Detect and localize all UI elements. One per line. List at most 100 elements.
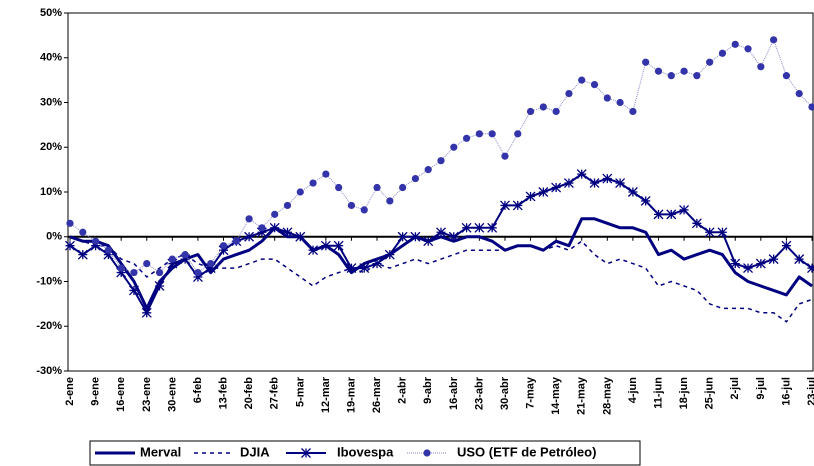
series [69,236,813,323]
point [706,58,714,66]
point [782,72,791,80]
point [271,210,279,218]
point [130,268,138,277]
point [66,219,74,227]
x-tick-label: 2-abr [397,376,409,404]
x-tick-label: 14-may [550,376,562,415]
star-marker [755,258,766,269]
x-tick-label: 30-ene [166,377,178,412]
point [322,170,330,178]
y-tick-label: -30% [36,365,62,377]
legend-label: USO (ETF de Petróleo) [457,444,596,459]
point [258,224,266,232]
y-tick-label: 30% [40,96,62,108]
star-marker [743,263,753,274]
star-marker [538,187,549,197]
point [578,76,586,84]
legend-marker [423,449,431,457]
point [616,98,624,107]
x-tick-label: 27-feb [269,377,281,410]
series-line [69,236,813,323]
star-marker [576,169,587,180]
series-line [69,173,813,314]
star-marker [141,307,152,318]
point [91,237,100,245]
star-marker [269,222,280,233]
star-marker [205,263,216,274]
point [347,201,356,210]
point [232,237,240,245]
series-line [69,217,813,310]
x-tick-label: 28-may [601,376,613,415]
point [296,188,304,196]
x-tick-label: 16-abr [448,376,460,410]
point [757,63,765,71]
star-marker [781,240,792,251]
star-marker [116,267,127,278]
point [539,103,547,111]
star-marker [167,258,178,269]
star-marker [512,200,523,211]
star-marker [180,254,191,265]
legend-label: Merval [140,444,181,459]
star-marker [154,281,165,291]
point [207,260,215,268]
star-marker [794,254,805,265]
star-marker [500,200,510,211]
star-marker [359,263,370,274]
x-tick-label: 6-feb [192,377,204,404]
x-tick-label: 9-ene [90,377,102,406]
series [65,169,814,318]
point [603,94,611,102]
legend-label: Ibovespa [337,444,394,459]
star-marker [410,231,421,242]
point [424,166,432,174]
star-marker [218,245,229,256]
x-tick-label: 2-jul [729,377,741,400]
point [462,134,471,142]
point [680,67,688,75]
star-marker [320,240,331,251]
point [309,179,317,187]
star-marker [384,249,395,260]
point [283,201,292,210]
point [526,107,535,116]
point [552,107,560,116]
point [117,264,125,272]
star-marker [295,231,306,242]
point [808,103,814,111]
x-tick-label: 26-mar [371,376,383,413]
point [590,81,599,89]
star-marker [65,240,75,251]
x-tick-label: 16-jul [780,377,792,406]
point [795,89,803,98]
point [731,40,739,48]
x-tick-label: 20-feb [243,377,255,410]
point [399,183,407,192]
star-marker [704,227,715,238]
star-marker [730,258,741,269]
star-marker [615,178,626,189]
star-marker [487,222,498,233]
x-tick-label: 5-mar [294,376,306,407]
star-marker [461,222,472,233]
x-tick-label: 30-abr [499,376,511,410]
point [245,215,253,223]
point [219,242,228,250]
y-tick-label: -20% [36,320,62,332]
point [488,130,496,138]
point [386,197,394,205]
point [450,143,458,151]
star-marker [691,218,702,229]
star-marker [627,187,638,197]
point [360,206,368,214]
point [181,251,189,259]
star-marker [640,195,651,206]
x-tick-label: 2-ene [64,377,76,406]
y-tick-label: 50% [40,7,62,19]
star-marker [333,240,344,251]
star-marker [474,222,485,233]
point [693,72,701,80]
star-marker [90,240,101,251]
point [143,260,151,268]
